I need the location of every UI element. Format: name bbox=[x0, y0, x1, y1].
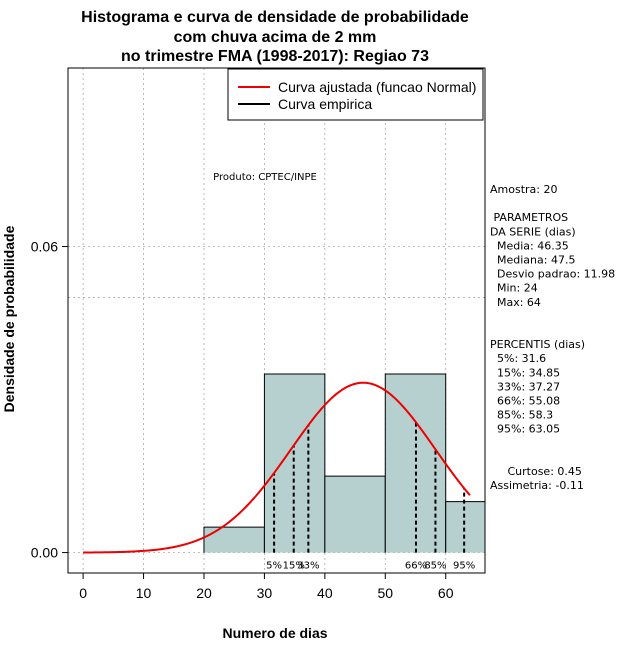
percentile-label: 5% bbox=[266, 561, 282, 572]
stats-line: 95%: 63.05 bbox=[490, 423, 560, 436]
percentile-label: 33% bbox=[297, 561, 319, 572]
chart-title-line-1: Histograma e curva de densidade de proba… bbox=[81, 9, 469, 26]
x-tick-label: 20 bbox=[196, 585, 212, 601]
percentile-label: 95% bbox=[453, 561, 475, 572]
y-tick-label: 0.06 bbox=[31, 239, 58, 255]
chart-title: Histograma e curva de densidade de proba… bbox=[81, 9, 469, 65]
stats-line: Max: 64 bbox=[490, 296, 541, 309]
stats-line: 66%: 55.08 bbox=[490, 395, 560, 408]
histogram-bar bbox=[445, 501, 485, 553]
stats-line: 15%: 34.85 bbox=[490, 366, 560, 379]
x-tick-label: 0 bbox=[79, 585, 87, 601]
histogram-bar bbox=[385, 374, 446, 553]
histogram-bars bbox=[203, 373, 486, 553]
stats-line: 33%: 37.27 bbox=[490, 380, 560, 393]
stats-line: Assimetria: -0.11 bbox=[490, 479, 584, 492]
stats-line: 5%: 31.6 bbox=[490, 352, 546, 365]
x-tick-label: 30 bbox=[257, 585, 273, 601]
histogram-bar bbox=[264, 374, 325, 553]
y-axis-label: Densidade de probabilidade bbox=[1, 225, 17, 412]
percentile-label: 66% bbox=[405, 561, 427, 572]
stats-line: 85%: 58.3 bbox=[490, 409, 553, 422]
stats-line: Amostra: 20 bbox=[490, 183, 557, 196]
legend: Curva ajustada (funcao Normal) Curva emp… bbox=[227, 68, 484, 121]
x-tick-label: 50 bbox=[377, 585, 393, 601]
x-tick-label: 10 bbox=[136, 585, 152, 601]
percentile-label: 15% bbox=[283, 561, 305, 572]
x-tick-label: 60 bbox=[438, 585, 454, 601]
stats-line: Desvio padrao: 11.98 bbox=[490, 268, 615, 281]
chart-title-line-2: com chuva acima de 2 mm bbox=[174, 29, 377, 46]
product-annotation: Produto: CPTEC/INPE bbox=[213, 172, 317, 183]
stats-line: PARAMETROS bbox=[490, 211, 568, 224]
plot-frame bbox=[67, 67, 486, 574]
percentile-label: 85% bbox=[424, 561, 446, 572]
legend-entry-empirical: Curva empirica bbox=[278, 96, 372, 112]
x-tick-label: 40 bbox=[317, 585, 333, 601]
stats-line: DA SERIE (dias) bbox=[490, 225, 576, 238]
histogram-bar bbox=[324, 476, 386, 553]
normal-curve bbox=[83, 381, 471, 554]
x-axis-label: Numero de dias bbox=[222, 625, 327, 641]
histogram-bar bbox=[203, 527, 265, 553]
normal-curve-layer bbox=[83, 381, 471, 554]
stats-line: Curtose: 0.45 bbox=[490, 465, 582, 478]
stats-line: Mediana: 47.5 bbox=[490, 254, 575, 267]
stats-line: Media: 46.35 bbox=[490, 239, 569, 252]
axes: 0 10 20 30 40 50 60 0.00 0.06 bbox=[31, 67, 486, 601]
stats-line: Min: 24 bbox=[490, 282, 538, 295]
legend-entry-normal: Curva ajustada (funcao Normal) bbox=[278, 79, 476, 95]
stats-line: PERCENTIS (dias) bbox=[490, 338, 585, 351]
percentile-lines: 5% 15%33% 66%85% 95% bbox=[266, 422, 475, 572]
histogram-bar-outline bbox=[263, 373, 326, 553]
legend-box bbox=[227, 68, 484, 121]
chart-title-line-3: no trimestre FMA (1998-2017): Regiao 73 bbox=[121, 48, 429, 65]
y-tick-label: 0.00 bbox=[31, 545, 58, 561]
